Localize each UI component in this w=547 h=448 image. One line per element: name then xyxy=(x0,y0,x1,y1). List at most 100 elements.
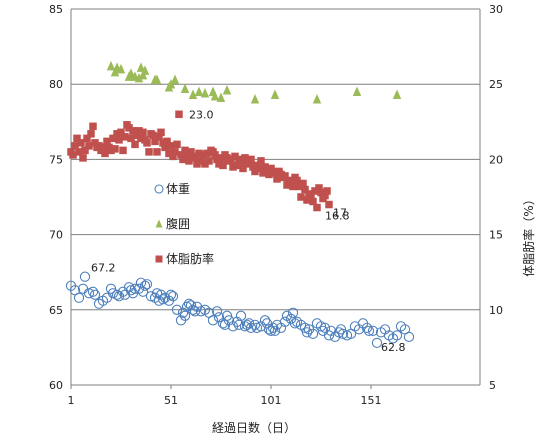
weight-point xyxy=(211,306,223,317)
waist-point xyxy=(210,90,220,101)
bodyfat-point xyxy=(169,152,177,161)
weight-point xyxy=(243,318,255,329)
bodyfat-point xyxy=(325,200,333,209)
x-tick-label: 1 xyxy=(68,394,75,407)
y-right-tick-label: 25 xyxy=(489,78,503,91)
waist-point xyxy=(134,72,144,83)
waist-point xyxy=(250,93,260,104)
bodyfat-point xyxy=(263,166,271,174)
waist-point xyxy=(136,62,146,72)
y-right-tick-label: 5 xyxy=(489,379,496,392)
legend-marker-waist xyxy=(155,219,163,228)
bodyfat-point xyxy=(265,170,273,179)
data-label: 67.2 xyxy=(91,262,116,275)
weight-point xyxy=(79,271,91,282)
bodyfat-point xyxy=(315,184,323,192)
x-axis-title: 経過日数（日） xyxy=(212,420,296,435)
weight-point xyxy=(323,330,335,341)
bodyfat-point xyxy=(215,160,223,168)
bodyfat-point xyxy=(251,167,259,176)
bodyfat-point xyxy=(323,187,331,195)
weight-point xyxy=(139,280,151,291)
bodyfat-point xyxy=(255,164,263,173)
bodyfat-point xyxy=(87,130,95,138)
waist-point xyxy=(312,93,322,104)
y-left-tick-label: 60 xyxy=(49,379,63,392)
bodyfat-point xyxy=(117,128,125,137)
weight-point xyxy=(111,289,123,300)
bodyfat-point xyxy=(301,185,309,194)
weight-point xyxy=(363,325,375,337)
bodyfat-point xyxy=(195,149,203,158)
bodyfat-point xyxy=(155,133,163,141)
waist-point xyxy=(140,65,150,75)
bodyfat-point xyxy=(171,148,179,156)
chart-axes xyxy=(70,9,481,389)
bodyfat-point xyxy=(271,169,279,177)
bodyfat-point xyxy=(313,203,321,212)
bodyfat-point xyxy=(257,157,265,165)
bodyfat-point xyxy=(151,137,159,146)
bodyfat-point xyxy=(83,134,91,143)
y-right-tick-label: 10 xyxy=(489,304,503,317)
bodyfat-point xyxy=(307,193,315,201)
bodyfat-point xyxy=(193,160,201,168)
bodyfat-point xyxy=(197,157,205,165)
legend-label: 体重 xyxy=(166,182,190,196)
bodyfat-point xyxy=(133,131,141,140)
bodyfat-point xyxy=(107,146,115,155)
bodyfat-point xyxy=(137,134,145,143)
bodyfat-point xyxy=(259,169,267,177)
bodyfat-point xyxy=(219,161,227,170)
bodyfat-point xyxy=(297,193,305,201)
waist-point xyxy=(116,63,126,74)
y-left-tick-label: 75 xyxy=(49,153,63,166)
weight-point xyxy=(165,289,177,300)
waist-point xyxy=(270,89,280,99)
bodyfat-point xyxy=(317,188,325,197)
bodyfat-point xyxy=(205,157,213,165)
bodyfat-point xyxy=(179,155,187,164)
legend-label: 体脂肪率 xyxy=(166,251,214,266)
weight-point xyxy=(371,337,383,349)
weight-point xyxy=(301,327,313,338)
bodyfat-point xyxy=(281,172,289,180)
bodyfat-point xyxy=(203,149,211,158)
bodyfat-point xyxy=(175,110,183,119)
bodyfat-point xyxy=(249,163,257,171)
data-label: 62.8 xyxy=(381,341,406,354)
bodyfat-point xyxy=(201,160,209,168)
weight-point xyxy=(403,331,415,343)
weight-point xyxy=(235,310,247,321)
weight-point xyxy=(265,325,277,337)
bodyfat-point xyxy=(321,191,329,200)
weight-point xyxy=(73,292,85,303)
data-marks xyxy=(65,60,415,349)
waist-point xyxy=(126,68,136,78)
bodyfat-point xyxy=(285,176,293,185)
bodyfat-point xyxy=(125,124,133,132)
waist-point xyxy=(392,89,402,99)
y-right-tick-label: 30 xyxy=(489,3,503,16)
y-axis-right-title: 体脂肪率（%） xyxy=(521,193,536,276)
waist-point xyxy=(152,74,162,84)
bodyfat-point xyxy=(177,151,185,159)
data-labels: 67.2 62.8 23.0 16.817 xyxy=(91,108,406,354)
bodyfat-point xyxy=(181,146,189,155)
weight-point xyxy=(171,304,183,315)
bodyfat-point xyxy=(135,127,143,135)
bodyfat-point xyxy=(217,154,225,162)
bodyfat-point xyxy=(161,143,169,152)
bodyfat-point xyxy=(237,158,245,167)
bodyfat-point xyxy=(103,137,111,146)
bodyfat-point xyxy=(113,130,121,138)
bodyfat-point xyxy=(89,122,97,131)
bodyfat-point xyxy=(299,179,307,188)
legend-label: 腹囲 xyxy=(166,217,190,231)
waist-point xyxy=(194,86,204,96)
y-right-tick-label: 20 xyxy=(489,153,503,166)
bodyfat-point xyxy=(115,136,123,144)
bodyfat-point xyxy=(273,175,281,183)
